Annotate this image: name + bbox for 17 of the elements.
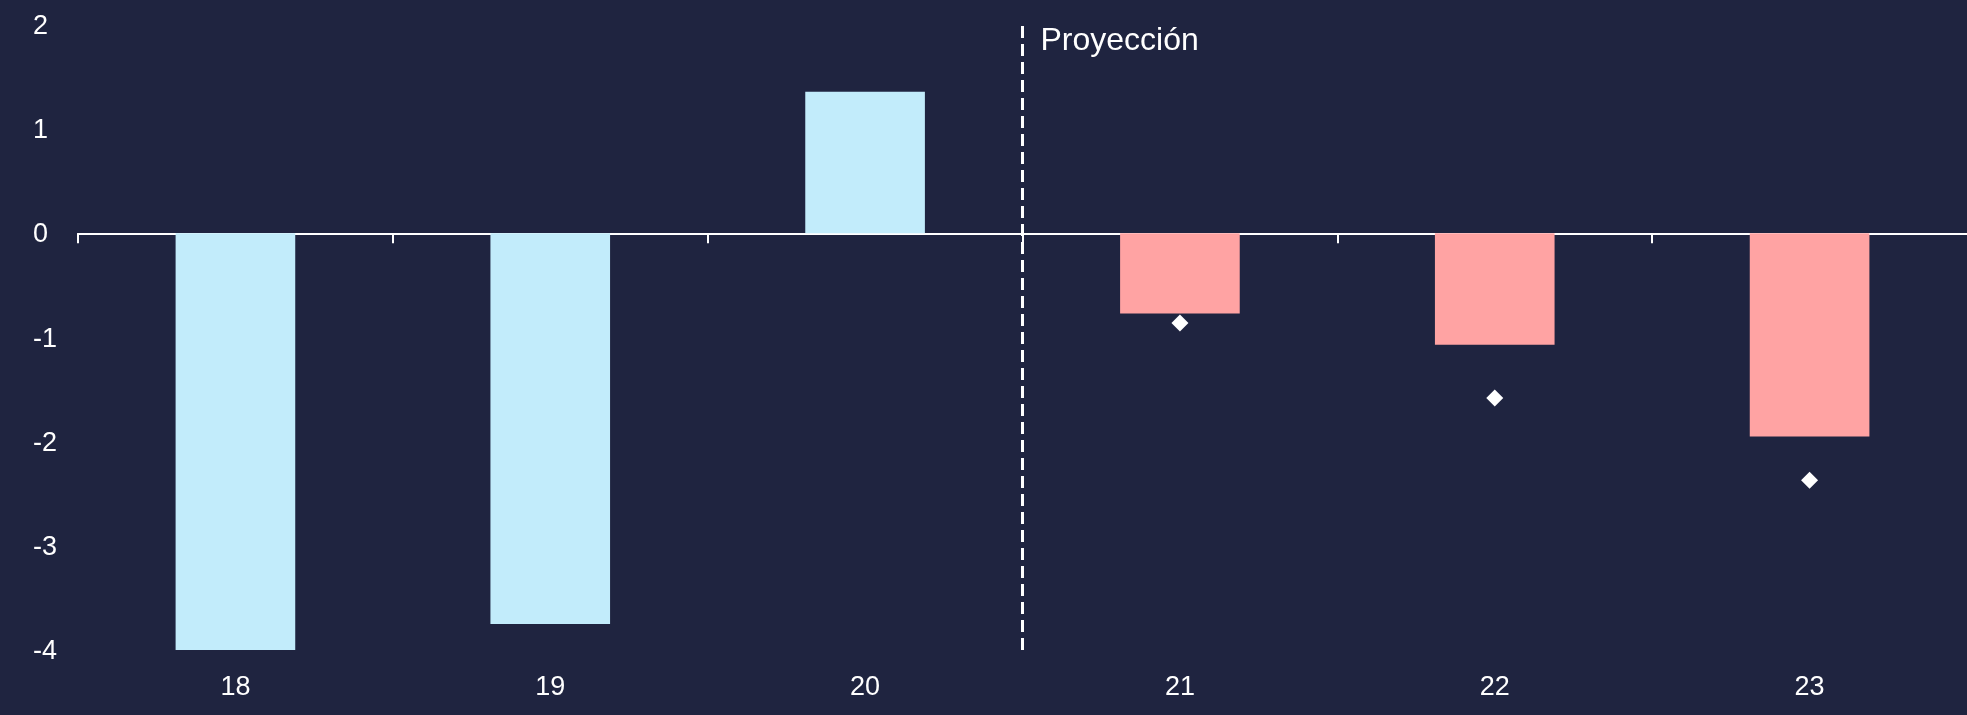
y-tick-label: -4: [33, 635, 58, 665]
y-tick-label: -2: [33, 426, 58, 457]
y-tick-label: 2: [33, 10, 49, 40]
x-tick-label: 21: [1164, 670, 1195, 701]
y-tick-label: 1: [33, 114, 49, 145]
x-tick-label: 18: [220, 670, 251, 701]
x-tick-label: 20: [850, 670, 881, 701]
point: [1486, 389, 1504, 407]
x-tick-label: 22: [1479, 670, 1510, 701]
point: [1171, 314, 1189, 332]
x-tick-label: 23: [1794, 670, 1825, 701]
y-tick-label: 0: [33, 218, 49, 249]
point: [1801, 471, 1819, 489]
ref-line-label: Proyección: [1040, 21, 1199, 57]
y-tick-label: -1: [33, 322, 58, 353]
y-tick-label: -3: [33, 530, 58, 561]
x-tick-label: 19: [535, 670, 566, 701]
